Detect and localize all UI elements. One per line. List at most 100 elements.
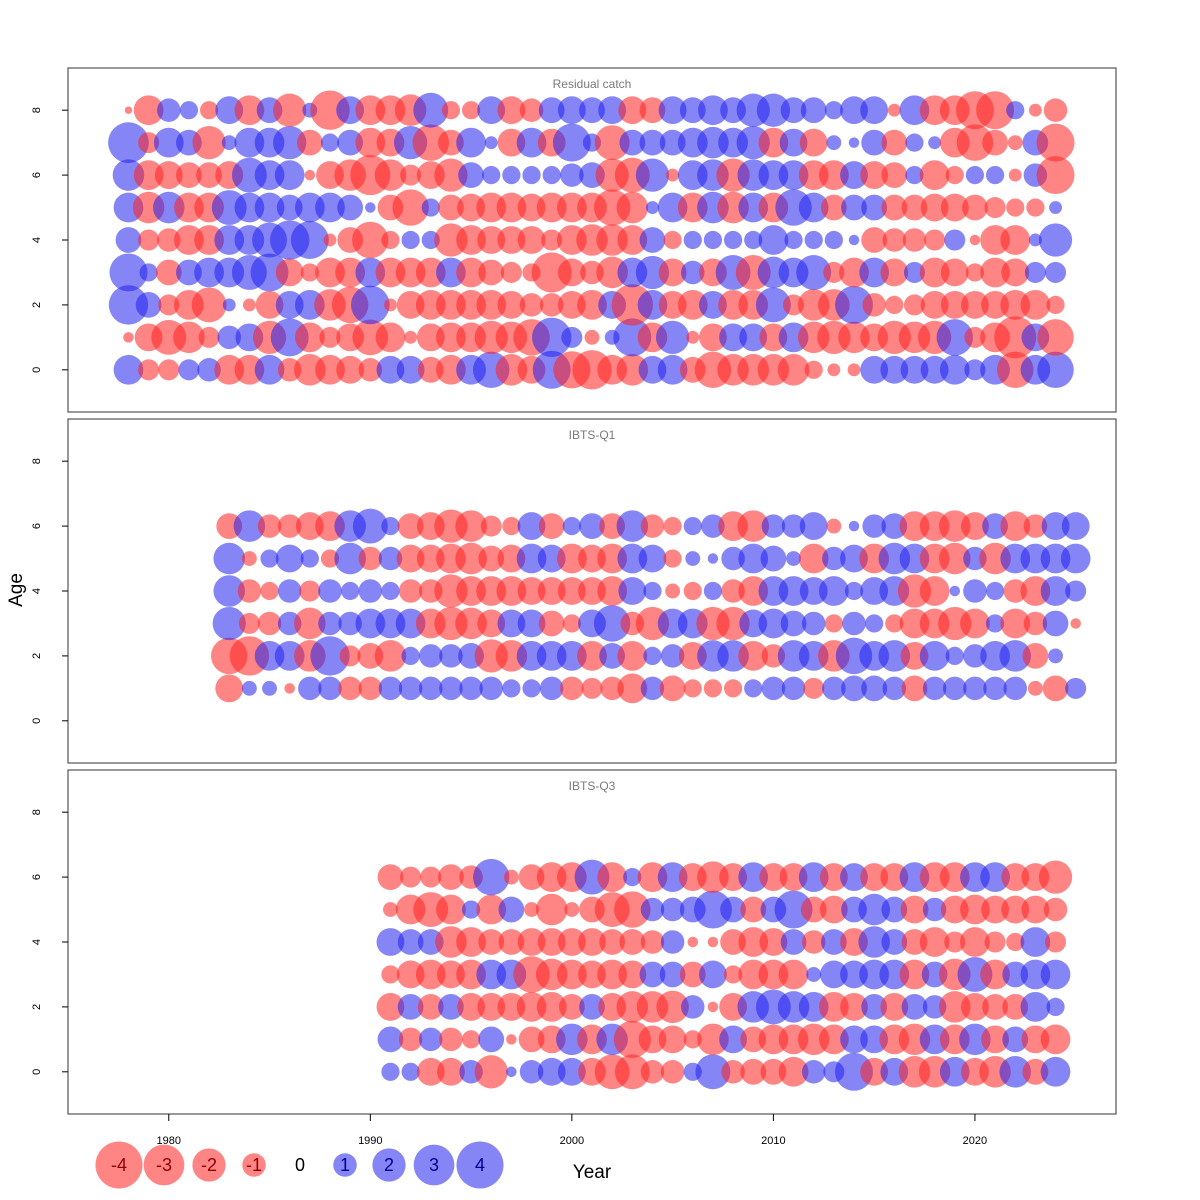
residual-bubble xyxy=(339,645,361,667)
y-tick-label: 4 xyxy=(31,939,43,945)
residual-bubble xyxy=(861,227,888,253)
residual-bubble xyxy=(191,287,227,323)
residual-bubble xyxy=(320,549,340,568)
residual-bubble xyxy=(900,355,929,384)
residual-bubble xyxy=(617,641,648,671)
residual-bubble xyxy=(275,290,304,319)
residual-bubble xyxy=(153,127,184,158)
residual-bubble xyxy=(439,1027,463,1052)
residual-bubble xyxy=(861,129,888,156)
residual-bubble xyxy=(341,581,360,601)
residual-bubble xyxy=(665,583,681,599)
residual-bubble xyxy=(376,992,405,1021)
residual-bubble xyxy=(294,322,325,353)
residual-bubble xyxy=(881,194,908,221)
residual-bubble xyxy=(963,644,987,668)
residual-bubble xyxy=(355,127,386,158)
residual-bubble xyxy=(697,1023,729,1056)
residual-bubble xyxy=(1023,514,1048,538)
residual-bubble xyxy=(840,863,868,892)
residual-bubble xyxy=(497,992,526,1021)
residual-bubble xyxy=(221,135,237,151)
legend-item: 3 xyxy=(413,1144,455,1186)
residual-bubble xyxy=(1028,103,1042,117)
residual-bubble xyxy=(796,255,832,290)
residual-bubble xyxy=(969,234,981,246)
residual-bubble xyxy=(319,326,341,348)
residual-bubble xyxy=(557,1057,586,1086)
residual-bubble xyxy=(113,354,144,385)
residual-bubble xyxy=(598,96,627,125)
residual-bubble xyxy=(860,863,889,892)
residual-bubble xyxy=(784,230,803,250)
residual-bubble xyxy=(1042,675,1069,702)
residual-bubble xyxy=(1002,1026,1029,1053)
legend-bubble xyxy=(372,1148,406,1182)
residual-bubble xyxy=(1026,198,1045,217)
residual-bubble xyxy=(539,293,564,317)
residual-bubble xyxy=(613,1020,651,1058)
residual-bubble xyxy=(138,229,160,251)
residual-bubble xyxy=(476,894,507,925)
residual-bubble xyxy=(315,354,345,385)
residual-bubble xyxy=(532,317,572,358)
residual-bubble xyxy=(273,93,307,127)
residual-bubble xyxy=(614,891,651,928)
legend-item: 1 xyxy=(333,1153,357,1177)
legend-bubble xyxy=(413,1144,455,1186)
residual-bubble xyxy=(1065,580,1087,602)
residual-bubble xyxy=(503,869,519,885)
residual-bubble xyxy=(887,103,901,117)
residual-bubble xyxy=(939,1056,970,1087)
residual-bubble xyxy=(478,545,505,572)
residual-bubble xyxy=(562,516,581,536)
legend-bubble xyxy=(143,1144,185,1186)
residual-bubble xyxy=(659,961,686,988)
legend-item: -4 xyxy=(95,1141,143,1189)
residual-bubble xyxy=(1048,648,1063,664)
residual-bubble xyxy=(640,1060,665,1084)
residual-bubble xyxy=(984,197,1006,219)
residual-bubble xyxy=(1022,1058,1049,1085)
residual-bubble xyxy=(396,355,425,384)
residual-bubble xyxy=(298,676,322,701)
residual-bubble xyxy=(577,290,607,320)
residual-bubble xyxy=(260,549,279,568)
residual-bubble xyxy=(901,194,928,221)
legend-bubble xyxy=(333,1153,357,1177)
residual-bubble xyxy=(820,194,847,221)
residual-bubble xyxy=(716,606,750,641)
residual-bubble xyxy=(1022,643,1049,669)
residual-bubble xyxy=(780,929,807,955)
residual-bubble xyxy=(495,354,528,386)
residual-bubble xyxy=(176,162,202,188)
residual-bubble xyxy=(803,677,825,699)
y-tick-label: 6 xyxy=(31,523,43,529)
residual-bubble xyxy=(885,295,904,315)
residual-bubble xyxy=(237,579,262,603)
residual-bubble xyxy=(417,994,444,1020)
residual-bubble xyxy=(740,1058,767,1085)
residual-bubble xyxy=(956,124,994,161)
residual-bubble xyxy=(541,229,563,251)
x-tick-label: 2020 xyxy=(963,1135,987,1147)
legend-item: -2 xyxy=(192,1148,226,1182)
residual-bubble xyxy=(701,514,725,538)
residual-bubble xyxy=(560,163,584,187)
residual-bubble xyxy=(1042,610,1069,637)
residual-bubble xyxy=(480,515,502,537)
residual-bubble xyxy=(124,106,133,114)
residual-bubble xyxy=(1040,959,1071,990)
residual-bubble xyxy=(304,169,316,181)
residual-bubble xyxy=(438,994,464,1020)
legend-label: -2 xyxy=(201,1155,217,1175)
residual-bubble xyxy=(660,930,685,954)
residual-bubble xyxy=(455,510,487,542)
residual-bubble xyxy=(461,900,481,919)
residual-bubble xyxy=(841,675,867,702)
residual-bubble xyxy=(600,676,624,701)
residual-bubble xyxy=(336,355,365,384)
residual-bubble xyxy=(683,581,702,601)
residual-bubble xyxy=(903,294,925,316)
